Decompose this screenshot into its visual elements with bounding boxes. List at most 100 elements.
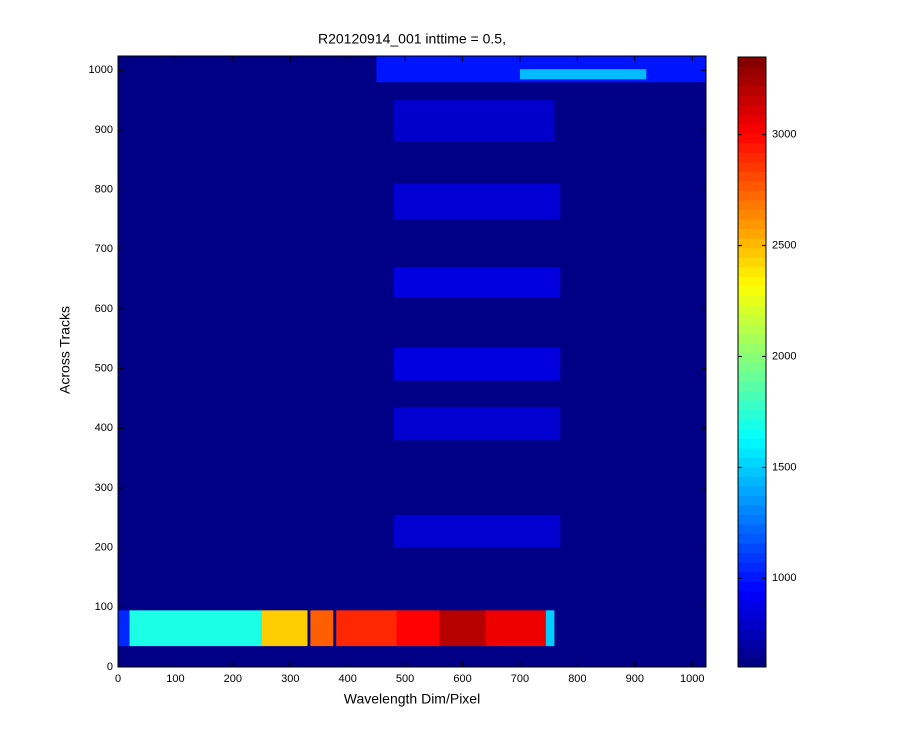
x-tick-label: 700 bbox=[511, 673, 529, 685]
x-tick-label: 400 bbox=[339, 673, 357, 685]
colorbar-swatch bbox=[738, 57, 766, 68]
chart-title: R20120914_001 inttime = 0.5, bbox=[318, 31, 506, 47]
y-tick-label: 0 bbox=[107, 661, 113, 673]
colorbar-swatch bbox=[738, 543, 766, 554]
colorbar-swatch bbox=[738, 466, 766, 477]
heat-cell bbox=[396, 610, 440, 647]
colorbar-swatch bbox=[738, 495, 766, 506]
y-tick-label: 100 bbox=[95, 601, 113, 613]
heat-cell bbox=[519, 69, 647, 80]
colorbar-swatch bbox=[738, 581, 766, 592]
heat-cell bbox=[129, 610, 262, 647]
y-tick-label: 300 bbox=[95, 482, 113, 494]
colorbar-swatch bbox=[738, 66, 766, 77]
heat-cell bbox=[261, 610, 308, 647]
colorbar-swatch bbox=[738, 647, 766, 658]
x-tick-label: 1000 bbox=[680, 673, 704, 685]
colorbar-swatch bbox=[738, 276, 766, 287]
heat-cell bbox=[393, 407, 561, 441]
y-tick-label: 700 bbox=[95, 243, 113, 255]
colorbar-swatch bbox=[738, 247, 766, 258]
colorbar-swatch bbox=[738, 209, 766, 220]
colorbar-swatch bbox=[738, 190, 766, 201]
colorbar-swatch bbox=[738, 600, 766, 611]
colorbar-swatch bbox=[738, 619, 766, 630]
colorbar-swatch bbox=[738, 409, 766, 420]
colorbar-tick-label: 3000 bbox=[772, 129, 796, 141]
heat-cell bbox=[336, 610, 397, 647]
heat-cell bbox=[393, 100, 555, 142]
colorbar-tick-label: 1500 bbox=[772, 461, 796, 473]
colorbar-swatch bbox=[738, 562, 766, 573]
x-tick-label: 200 bbox=[224, 673, 242, 685]
colorbar-swatch bbox=[738, 504, 766, 515]
colorbar-swatch bbox=[738, 438, 766, 449]
y-tick-label: 900 bbox=[95, 124, 113, 136]
heat-cell bbox=[393, 267, 561, 298]
colorbar-swatch bbox=[738, 76, 766, 87]
colorbar-swatch bbox=[738, 257, 766, 268]
colorbar-swatch bbox=[738, 333, 766, 344]
colorbar-swatch bbox=[738, 238, 766, 249]
colorbar-swatch bbox=[738, 219, 766, 230]
heat-cell bbox=[393, 183, 561, 220]
x-tick-label: 600 bbox=[453, 673, 471, 685]
colorbar-swatch bbox=[738, 390, 766, 401]
x-tick-label: 900 bbox=[626, 673, 644, 685]
x-tick-label: 500 bbox=[396, 673, 414, 685]
y-tick-label: 200 bbox=[95, 542, 113, 554]
colorbar-swatch bbox=[738, 95, 766, 106]
colorbar-swatch bbox=[738, 314, 766, 325]
y-tick-label: 800 bbox=[95, 184, 113, 196]
colorbar-swatch bbox=[738, 657, 766, 668]
colorbar-swatch bbox=[738, 323, 766, 334]
plot-area bbox=[118, 56, 706, 667]
colorbar-swatch bbox=[738, 571, 766, 582]
colorbar-swatch bbox=[738, 352, 766, 363]
x-axis-label: Wavelength Dim/Pixel bbox=[344, 691, 480, 707]
colorbar-swatch bbox=[738, 161, 766, 172]
colorbar-swatch bbox=[738, 590, 766, 601]
heat-cell bbox=[545, 610, 555, 647]
colorbar-swatch bbox=[738, 133, 766, 144]
colorbar-swatch bbox=[738, 228, 766, 239]
colorbar-swatch bbox=[738, 609, 766, 620]
colorbar-swatch bbox=[738, 533, 766, 544]
colorbar-tick-label: 2500 bbox=[772, 239, 796, 251]
axes-box bbox=[117, 55, 707, 668]
colorbar-swatch bbox=[738, 428, 766, 439]
colorbar-swatch bbox=[738, 514, 766, 525]
colorbar-swatch bbox=[738, 476, 766, 487]
y-tick-label: 400 bbox=[95, 422, 113, 434]
heat-cell bbox=[310, 610, 334, 647]
colorbar-swatch bbox=[738, 485, 766, 496]
colorbar-swatch bbox=[738, 342, 766, 353]
colorbar-swatch bbox=[738, 104, 766, 115]
colorbar-swatch bbox=[738, 419, 766, 430]
colorbar-box bbox=[737, 56, 767, 668]
colorbar-swatch bbox=[738, 171, 766, 182]
colorbar-swatch bbox=[738, 295, 766, 306]
colorbar-swatch bbox=[738, 199, 766, 210]
colorbar-swatch bbox=[738, 114, 766, 125]
x-tick-label: 100 bbox=[166, 673, 184, 685]
colorbar-swatch bbox=[738, 362, 766, 373]
y-tick-label: 1000 bbox=[89, 64, 113, 76]
y-axis-label: Across Tracks bbox=[57, 306, 73, 394]
colorbar-swatch bbox=[738, 371, 766, 382]
colorbar-tick-label: 1000 bbox=[772, 572, 796, 584]
colorbar-swatch bbox=[738, 85, 766, 96]
heat-cell bbox=[485, 610, 546, 647]
colorbar-swatch bbox=[738, 400, 766, 411]
x-tick-label: 800 bbox=[568, 673, 586, 685]
heat-cell bbox=[118, 610, 130, 647]
colorbar-swatch bbox=[738, 524, 766, 535]
x-tick-label: 0 bbox=[115, 673, 121, 685]
colorbar-swatch bbox=[738, 457, 766, 468]
colorbar-swatch bbox=[738, 552, 766, 563]
colorbar-swatch bbox=[738, 447, 766, 458]
colorbar-swatch bbox=[738, 304, 766, 315]
colorbar-swatch bbox=[738, 285, 766, 296]
colorbar-swatch bbox=[738, 628, 766, 639]
